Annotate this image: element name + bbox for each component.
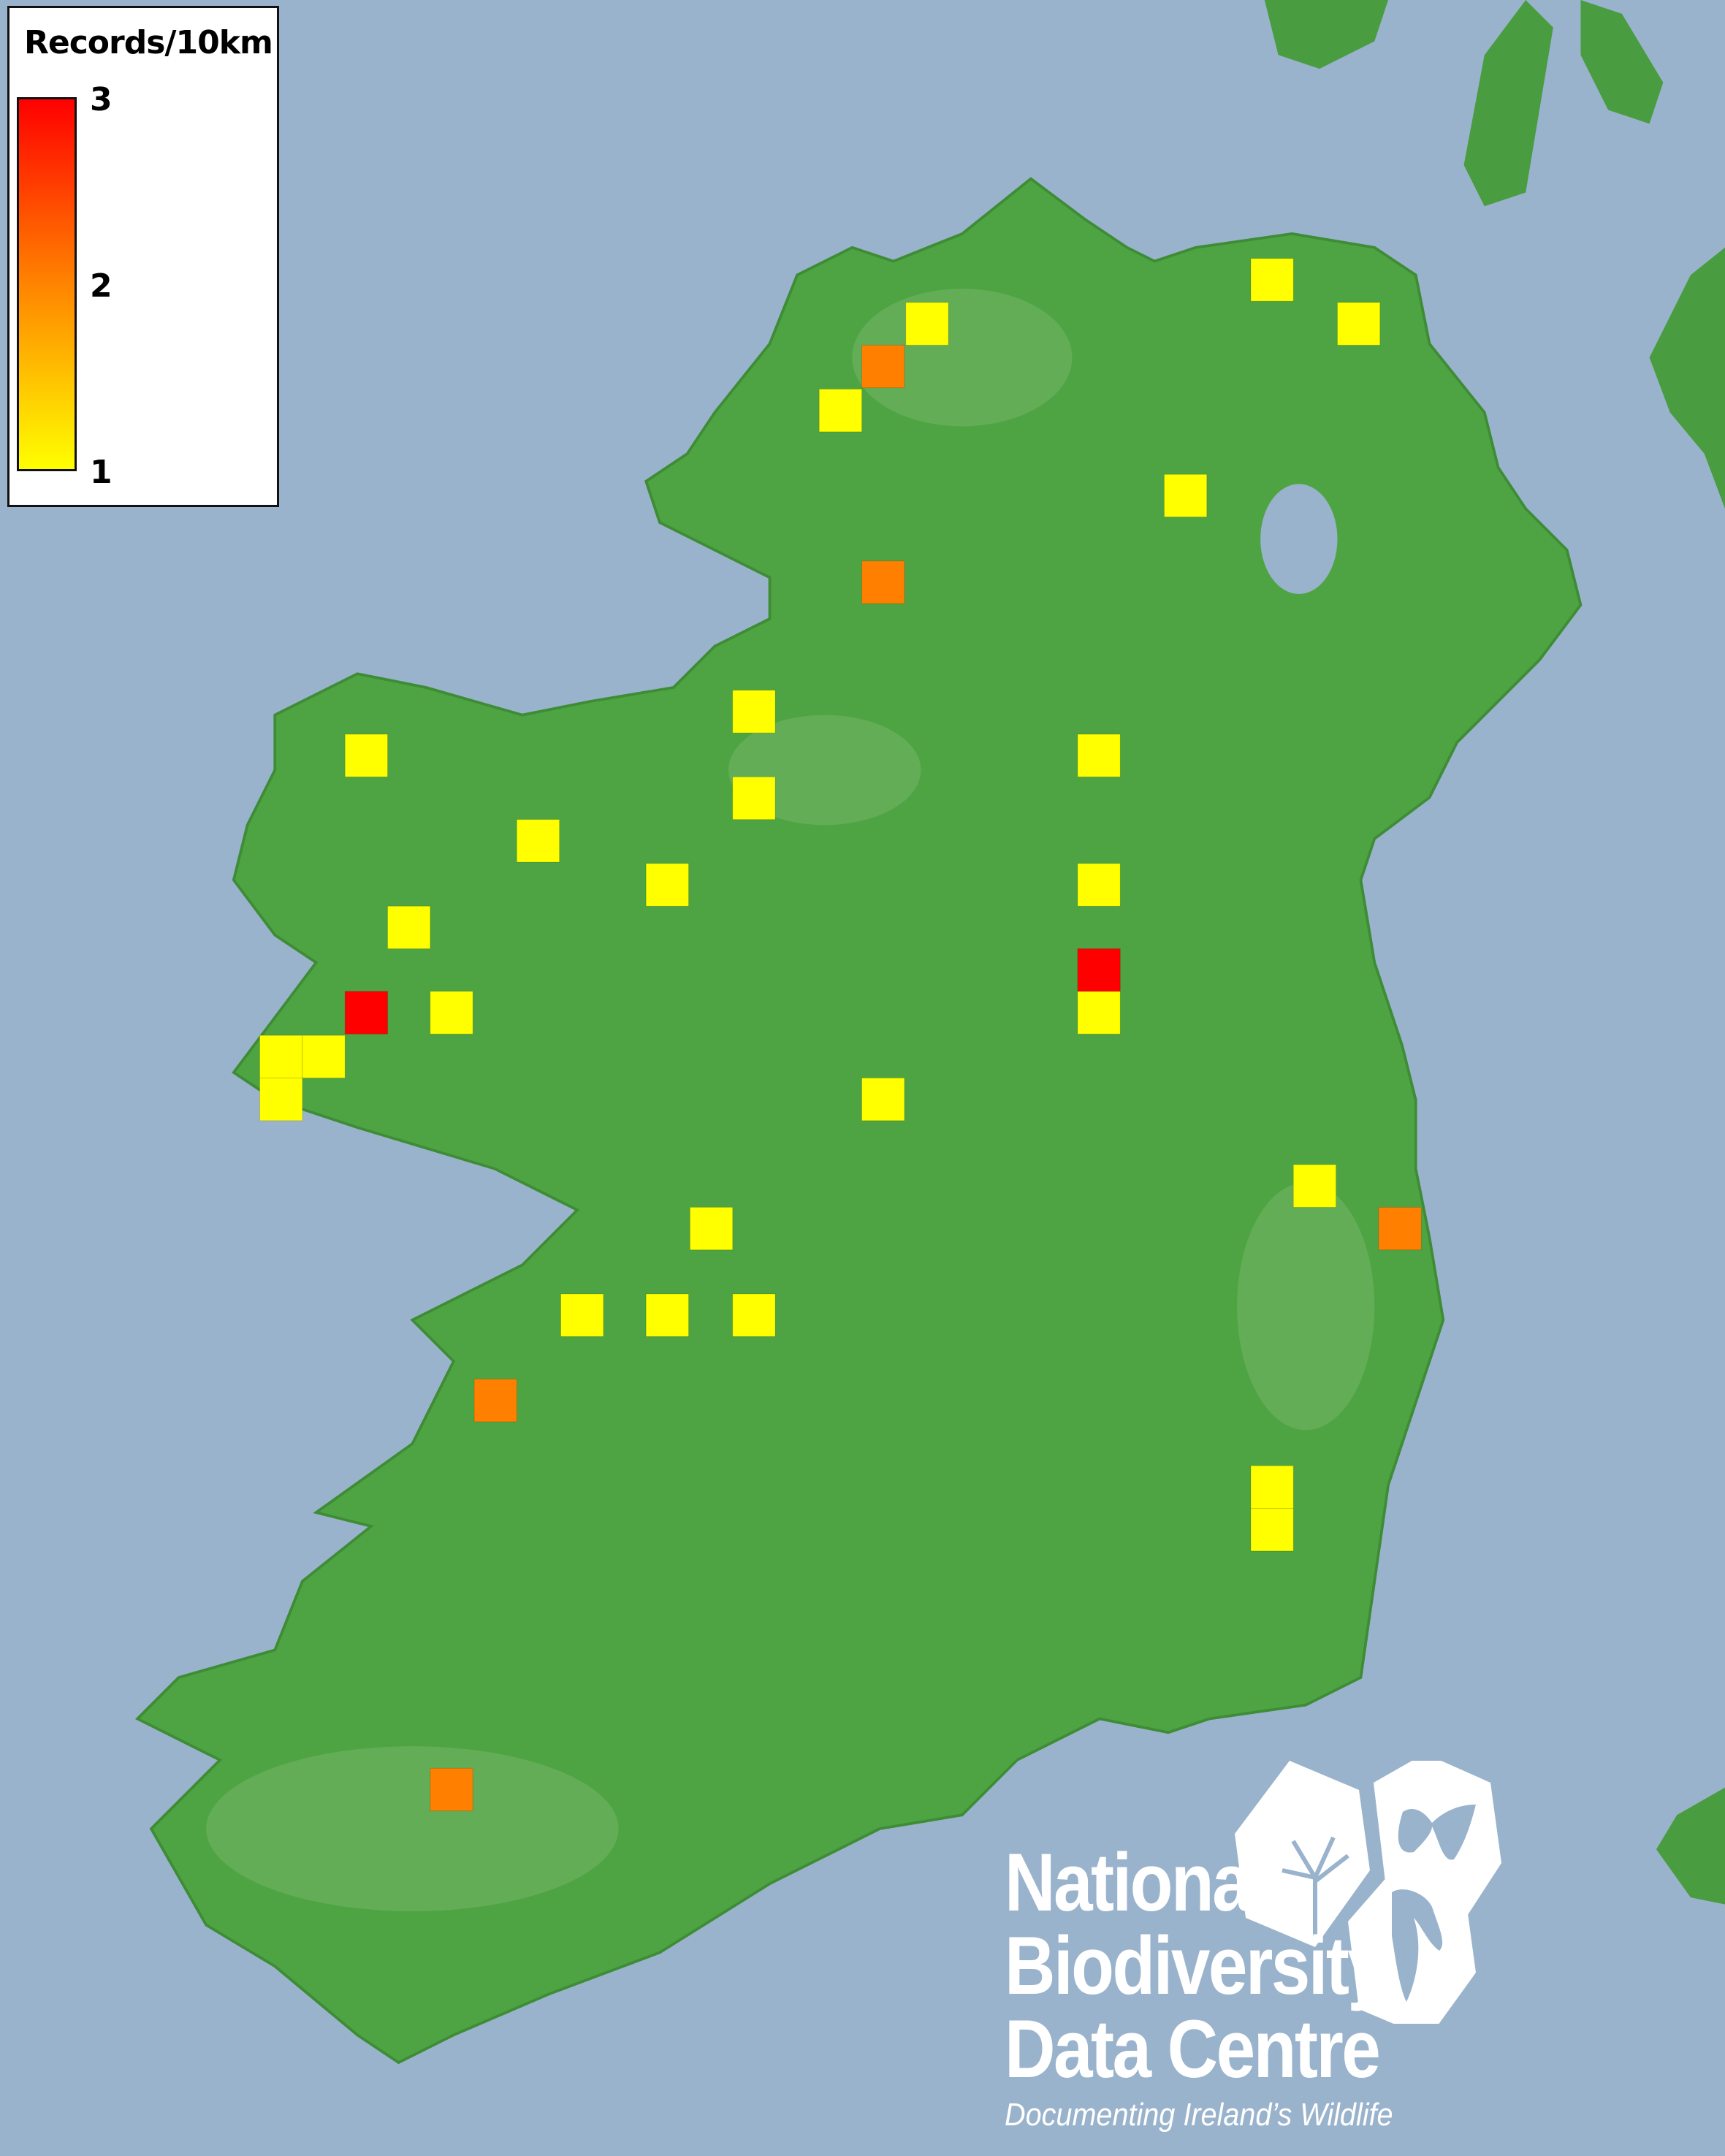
record-square-2 <box>430 1767 473 1812</box>
logo-line-data-centre: Data Centre <box>1005 2003 1381 2095</box>
logo-line-national: National <box>1005 1837 1269 1928</box>
record-square-1 <box>560 1293 604 1337</box>
lough-neagh <box>1260 484 1338 595</box>
record-square-1 <box>732 690 776 734</box>
record-square-1 <box>1077 734 1121 777</box>
record-square-1 <box>302 1035 346 1078</box>
record-square-1 <box>1077 863 1121 907</box>
record-square-1 <box>430 991 473 1035</box>
logo-line-biodiversity: Biodiversity <box>1005 1920 1387 2011</box>
record-square-1 <box>259 1078 303 1121</box>
butterfly-silhouette <box>1398 1805 1476 1860</box>
record-square-1 <box>259 1035 303 1078</box>
legend-color-bar <box>17 97 77 471</box>
relief-shading <box>206 289 1375 1912</box>
record-squares <box>259 258 1422 1812</box>
legend: Records/10km 3 2 1 <box>7 6 279 507</box>
record-square-1 <box>818 389 863 433</box>
record-square-1 <box>732 776 776 820</box>
record-square-2 <box>861 560 905 604</box>
ireland-landmass <box>134 177 1583 2065</box>
record-square-3 <box>1077 948 1121 992</box>
record-square-3 <box>344 991 388 1035</box>
record-square-1 <box>1337 302 1381 346</box>
legend-label-min: 1 <box>90 454 113 491</box>
record-square-2 <box>1378 1206 1422 1251</box>
record-square-1 <box>387 905 431 950</box>
record-square-1 <box>689 1206 734 1251</box>
legend-label-max: 3 <box>90 81 113 118</box>
scotland-landmass <box>1264 0 1725 1905</box>
record-square-1 <box>344 734 388 777</box>
record-square-1 <box>1077 991 1121 1035</box>
legend-label-mid: 2 <box>90 267 113 305</box>
record-square-1 <box>1250 1465 1294 1509</box>
record-square-1 <box>1292 1164 1337 1208</box>
nbdc-logo-icon <box>1235 1761 1501 2024</box>
record-square-2 <box>473 1379 517 1422</box>
nbdc-logo-text: National Biodiversity Data Centre Docume… <box>1005 1841 1447 2133</box>
logo-tagline: Documenting Ireland’s Wildlife <box>1005 2097 1393 2133</box>
seahorse-silhouette <box>1392 1889 1443 2002</box>
record-square-2 <box>861 344 905 389</box>
record-square-1 <box>905 302 949 346</box>
record-square-1 <box>645 863 689 907</box>
record-square-1 <box>645 1293 689 1337</box>
record-square-1 <box>1163 473 1208 518</box>
record-square-1 <box>1250 258 1294 302</box>
record-square-1 <box>861 1078 905 1121</box>
record-square-1 <box>732 1293 776 1337</box>
legend-title: Records/10km <box>24 24 273 61</box>
record-square-1 <box>516 819 560 863</box>
record-square-1 <box>1250 1508 1294 1552</box>
tree-silhouette <box>1282 1836 1349 1936</box>
